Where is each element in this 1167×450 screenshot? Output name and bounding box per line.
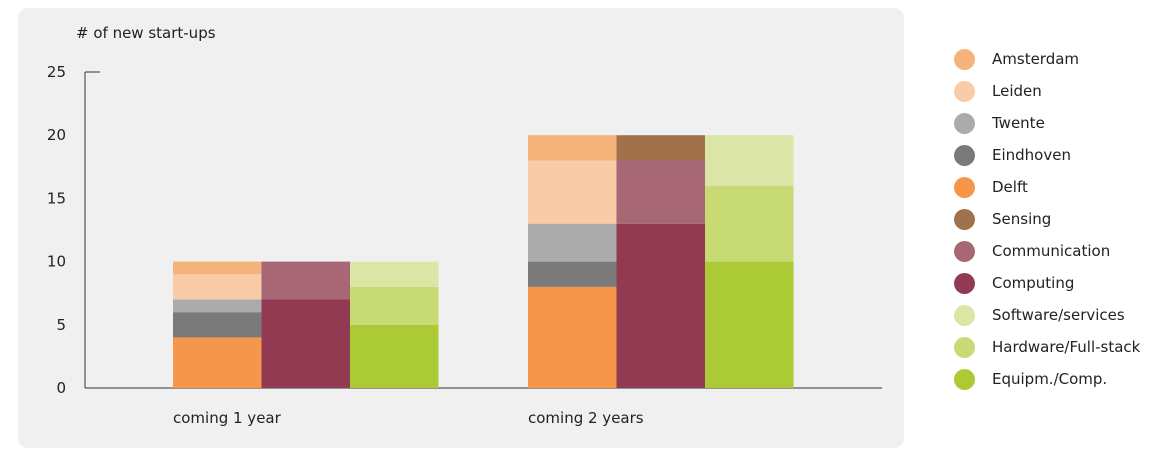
legend-swatch (954, 336, 975, 358)
legend-label: Hardware/Full-stack (992, 338, 1141, 356)
legend-label: Software/services (992, 306, 1125, 324)
bar-segment-eindhoven (528, 261, 617, 287)
legend-label: Twente (992, 114, 1045, 132)
legend-swatch (954, 240, 975, 262)
x-category-label: coming 1 year (173, 409, 282, 427)
legend-item: Eindhoven (954, 139, 1164, 171)
legend-item: Software/services (954, 299, 1164, 331)
y-tick-label: 25 (47, 63, 66, 81)
legend-label: Leiden (992, 82, 1042, 100)
bars (173, 135, 794, 388)
legend-swatch (954, 48, 975, 70)
bar-segment-software-services (350, 261, 439, 287)
bar-segment-sensing (616, 135, 705, 161)
bar-segment-communication (261, 261, 350, 300)
legend-swatch (954, 80, 975, 102)
bar-segment-delft (528, 286, 617, 388)
legend-item: Amsterdam (954, 43, 1164, 75)
legend-label: Sensing (992, 210, 1052, 228)
legend-label: Amsterdam (992, 50, 1080, 68)
legend-swatch (954, 112, 975, 134)
legend-swatch (954, 144, 975, 166)
legend-label: Delft (992, 178, 1028, 196)
y-tick-label: 15 (47, 189, 66, 207)
bar-segment-leiden (173, 274, 262, 300)
bar-segment-hardware-full-stack (350, 286, 439, 325)
bar-segment-equipm-comp- (350, 324, 439, 388)
legend-swatch (954, 272, 975, 294)
bar-segment-communication (616, 160, 705, 224)
legend-label: Equipm./Comp. (992, 370, 1108, 388)
legend-item: Sensing (954, 203, 1164, 235)
legend: Amsterdam Leiden Twente Eindhoven Delft Sensi… (954, 43, 1164, 395)
legend-label: Eindhoven (992, 146, 1071, 164)
chart-panel: # of new start-ups 0 5 10 15 20 25 coming 1 y… (18, 8, 904, 448)
x-categories: coming 1 year coming 2 years (173, 409, 644, 427)
legend-item: Twente (954, 107, 1164, 139)
bar-segment-computing (616, 223, 705, 388)
legend-label: Computing (992, 274, 1075, 292)
bar-segment-twente (173, 299, 262, 313)
y-tick-label: 5 (56, 316, 66, 334)
bar-segment-twente (528, 223, 617, 262)
legend-label: Communication (992, 242, 1111, 260)
y-ticks: 0 5 10 15 20 25 (47, 63, 66, 397)
legend-item: Communication (954, 235, 1164, 267)
bar-segment-eindhoven (173, 312, 262, 338)
bar-segment-software-services (705, 135, 794, 186)
legend-swatch (954, 368, 975, 390)
y-axis-label: # of new start-ups (76, 24, 216, 42)
x-category-label: coming 2 years (528, 409, 644, 427)
legend-swatch (954, 176, 975, 198)
legend-item: Hardware/Full-stack (954, 331, 1164, 363)
bar-segment-leiden (528, 160, 617, 224)
y-tick-label: 0 (56, 379, 66, 397)
y-tick-label: 20 (47, 126, 66, 144)
bar-segment-amsterdam (173, 261, 262, 275)
y-tick-label: 10 (47, 253, 66, 271)
bar-segment-computing (261, 299, 350, 388)
legend-swatch (954, 304, 975, 326)
bar-segment-delft (173, 337, 262, 388)
legend-item: Delft (954, 171, 1164, 203)
legend-item: Leiden (954, 75, 1164, 107)
stacked-bar-chart: # of new start-ups 0 5 10 15 20 25 coming 1 y… (47, 24, 882, 427)
bar-segment-hardware-full-stack (705, 185, 794, 262)
legend-item: Equipm./Comp. (954, 363, 1164, 395)
bar-segment-equipm-comp- (705, 261, 794, 388)
bar-segment-amsterdam (528, 135, 617, 161)
legend-swatch (954, 208, 975, 230)
legend-item: Computing (954, 267, 1164, 299)
